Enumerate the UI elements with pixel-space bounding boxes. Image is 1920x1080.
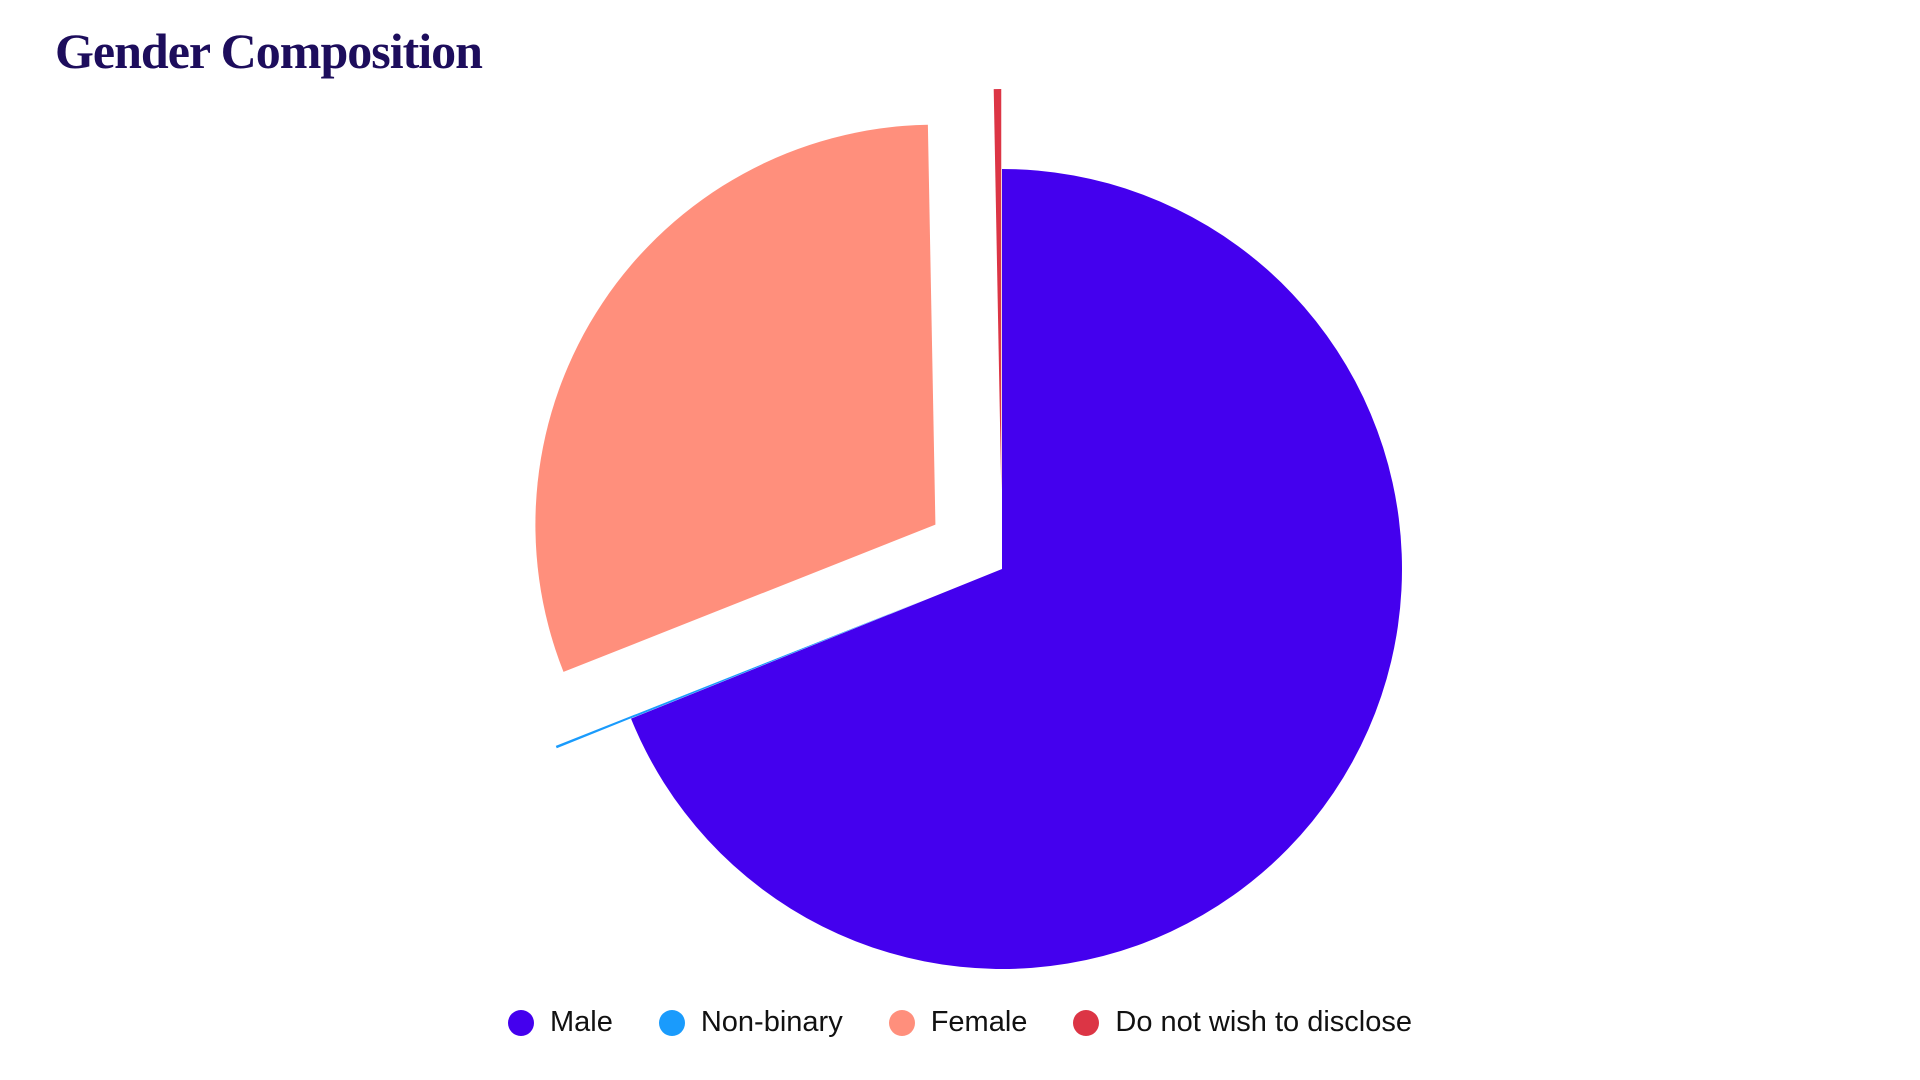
legend-label: Non-binary	[700, 1006, 843, 1038]
legend-marker	[1073, 1009, 1100, 1036]
legend-label: Do not wish to disclose	[1115, 1006, 1412, 1038]
legend-marker	[888, 1009, 915, 1036]
chart-title: Gender Composition	[55, 23, 483, 79]
legend-label: Female	[930, 1006, 1028, 1038]
legend: Male Non-binary Female Do not wish to discl…	[0, 1006, 1920, 1039]
pie-slice	[555, 598, 928, 749]
chart	[535, 89, 1402, 969]
pie-slice	[535, 124, 936, 672]
pie-slice	[631, 169, 1402, 969]
legend-item: Do not wish to disclose	[1073, 1006, 1412, 1039]
legend-label: Male	[550, 1006, 613, 1038]
legend-item: Non-binary	[658, 1006, 843, 1039]
legend-item: Male	[508, 1006, 613, 1039]
legend-marker	[508, 1009, 534, 1036]
legend-marker	[658, 1009, 685, 1036]
pie-slice	[993, 89, 1002, 490]
legend-item: Female	[888, 1006, 1028, 1039]
